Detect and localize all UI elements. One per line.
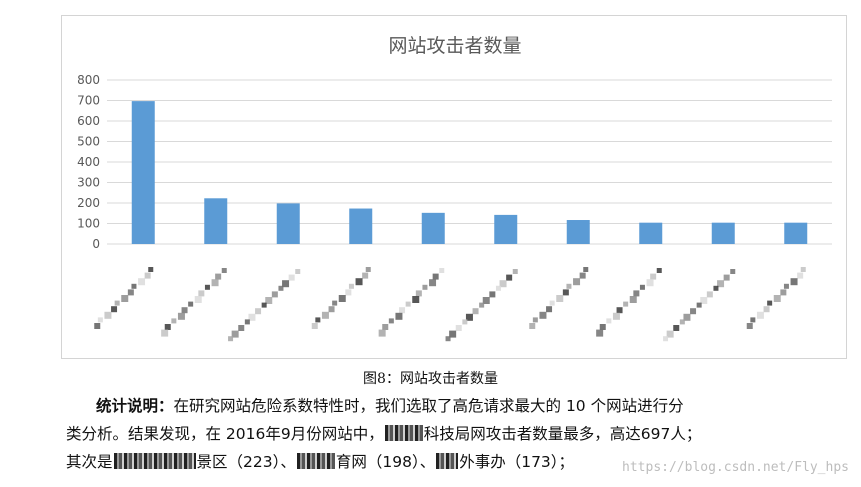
y-tick-label: 400 [77,155,100,169]
bar [276,203,300,244]
chart-frame: 0 100 200 300 400 500 600 700 800 网站攻击者数量 [61,15,847,359]
paragraph-line3-text-c: 育网（198）、 [335,453,436,471]
x-tick-label-redacted [161,268,227,337]
redacted-name-2 [113,453,196,469]
y-tick-label: 200 [77,196,100,210]
y-tick-label: 500 [77,135,100,149]
x-tick-label-redacted [228,269,301,342]
y-axis-ticks: 0 100 200 300 400 500 600 700 800 [77,73,100,251]
figure-caption: 图8：网站攻击者数量 [363,371,498,387]
paragraph-line-3: 其次是 景区（223）、 育网（198）、 外事办（173）； [66,448,856,476]
redacted-name-3 [296,453,335,469]
bar [784,222,808,244]
x-tick-label-redacted [378,268,445,337]
y-tick-label: 0 [92,237,100,251]
bar-chart: 0 100 200 300 400 500 600 700 800 网站攻击者数量 [77,35,832,342]
x-tick-label-redacted [94,267,154,329]
bar [711,222,735,244]
y-tick-label: 300 [77,176,100,190]
bars [131,101,808,245]
redacted-name-1 [384,425,423,441]
paragraph-line3-text-d: 外事办（173）； [459,453,575,471]
y-tick-label: 600 [77,114,100,128]
paragraph-line3-text-b: 景区（223）、 [196,453,296,471]
bar [204,198,228,244]
x-tick-label-redacted [663,269,736,342]
bar [639,222,663,244]
y-tick-label: 800 [77,73,100,87]
redacted-name-4 [436,453,459,469]
x-tick-label-redacted [311,267,371,329]
x-tick-label-redacted [529,267,589,329]
chart-title: 网站攻击者数量 [388,35,521,57]
paragraph-line1-text: 在研究网站危险系数特性时，我们选取了高危请求最大的 10 个网站进行分 [173,397,684,415]
x-axis-blurred-labels [94,267,806,342]
x-tick-label-redacted [596,268,662,337]
gridlines [107,79,832,245]
y-tick-label: 700 [77,94,100,108]
bar [494,214,518,244]
paragraph-line2-text-b: 科技局网攻击者数量最多，高达697人； [423,425,702,443]
bar [566,220,590,244]
paragraph-line3-text-a: 其次是 [66,453,113,471]
description-paragraph: 统计说明：在研究网站危险系数特性时，我们选取了高危请求最大的 10 个网站进行分… [66,392,856,476]
watermark: https://blog.csdn.net/Fly_hps [622,460,849,475]
bar [131,101,155,245]
bar [421,212,445,244]
bar [349,208,373,244]
paragraph-label: 统计说明： [96,397,174,415]
x-tick-label-redacted [445,269,518,342]
paragraph-line-2: 类分析。结果发现，在 2016年9月份网站中， 科技局网攻击者数量最多，高达697… [66,420,856,448]
x-tick-label-redacted [746,267,806,329]
paragraph-line-1: 统计说明：在研究网站危险系数特性时，我们选取了高危请求最大的 10 个网站进行分 [66,392,856,420]
y-tick-label: 100 [77,217,100,231]
paragraph-line2-text-a: 类分析。结果发现，在 2016年9月份网站中， [66,425,384,443]
